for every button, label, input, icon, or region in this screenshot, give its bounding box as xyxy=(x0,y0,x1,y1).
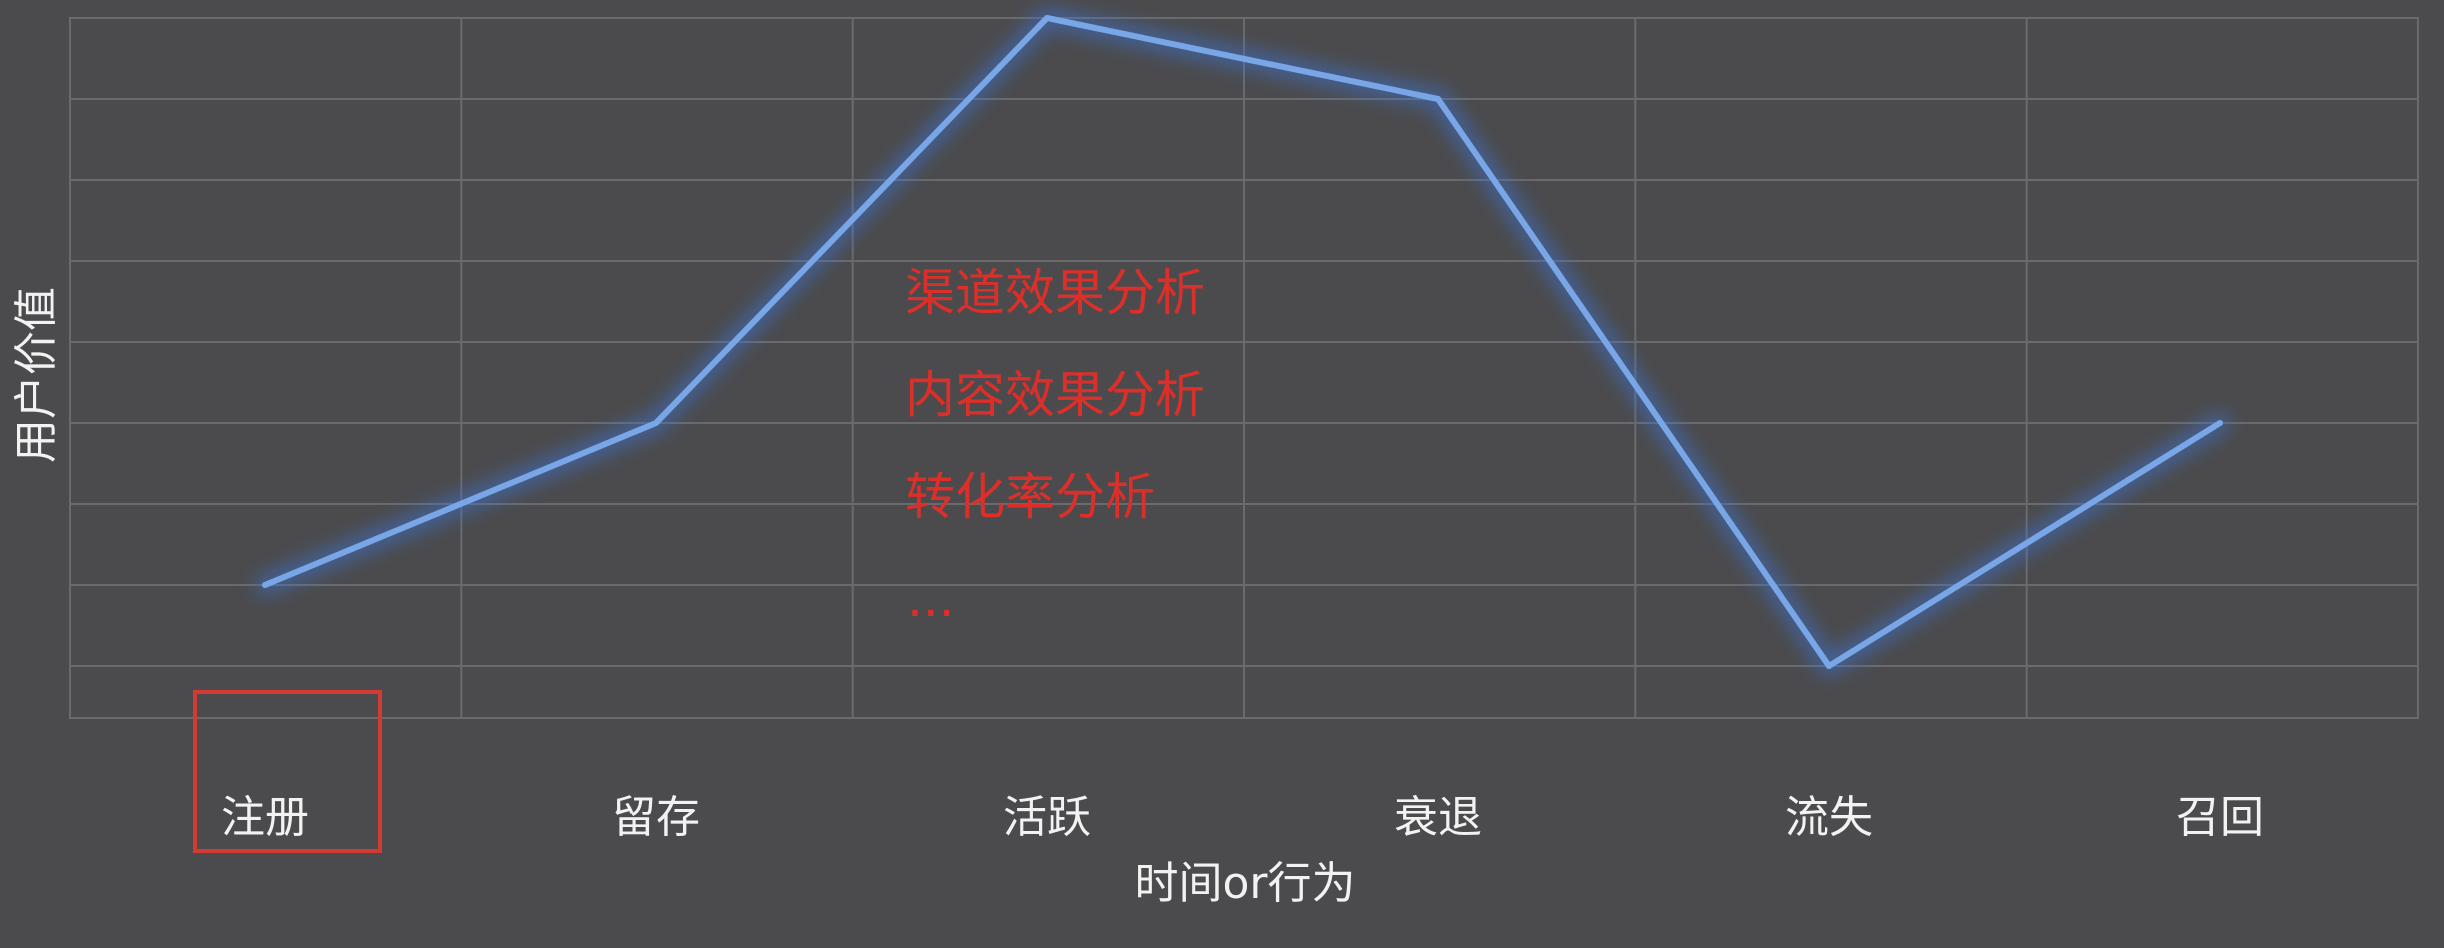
data-point xyxy=(1435,96,1441,102)
data-point xyxy=(653,420,659,426)
data-point xyxy=(1826,663,1832,669)
series-line xyxy=(262,15,2223,669)
annotation-content-analysis: 内容效果分析 xyxy=(905,366,1205,424)
data-point xyxy=(2217,420,2223,426)
x-tick-label: 留存 xyxy=(612,792,700,843)
x-tick-label: 衰退 xyxy=(1394,792,1482,843)
annotation-list: 渠道效果分析 内容效果分析 转化率分析 ... xyxy=(905,264,1205,628)
data-point xyxy=(1044,15,1050,21)
x-tick-label: 活跃 xyxy=(1003,792,1091,843)
annotation-ellipsis: ... xyxy=(907,570,955,628)
x-tick-labels: 注册 留存 活跃 衰退 流失 召回 xyxy=(221,792,2264,843)
series-line-group xyxy=(255,8,2230,676)
x-tick-label: 流失 xyxy=(1785,792,1873,843)
x-tick-label: 召回 xyxy=(2176,792,2264,843)
data-points xyxy=(262,15,2223,669)
highlight-box xyxy=(193,690,382,853)
annotation-conversion-analysis: 转化率分析 xyxy=(905,468,1155,526)
x-tick-label: 注册 xyxy=(221,792,309,843)
y-axis-title: 用户价值 xyxy=(11,287,62,463)
annotation-channel-analysis: 渠道效果分析 xyxy=(905,264,1205,322)
x-axis-title: 时间or行为 xyxy=(1134,858,1355,909)
data-point xyxy=(262,582,268,588)
grid xyxy=(69,17,2419,719)
